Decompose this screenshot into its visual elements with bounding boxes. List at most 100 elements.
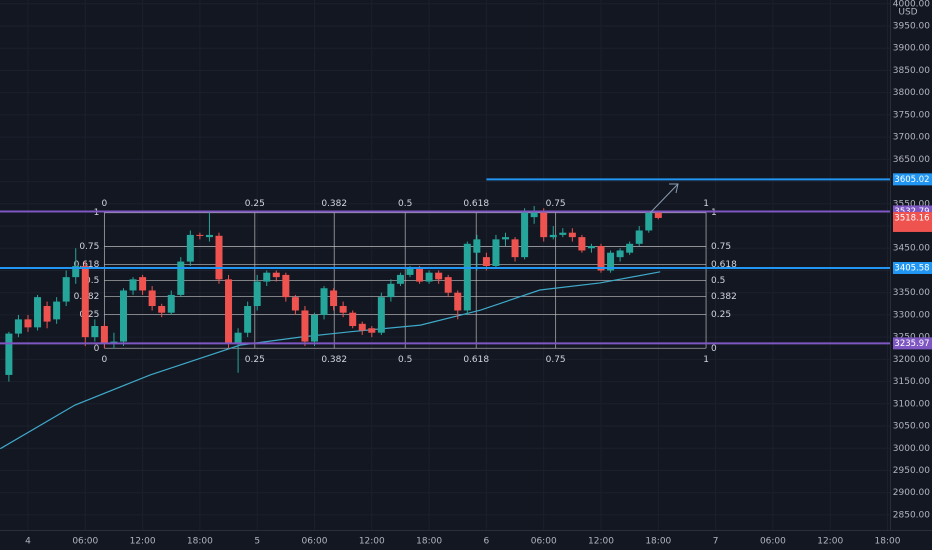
candle-body [158,306,166,313]
candle-body [358,323,366,331]
y-tick-label: 3350.00 [893,288,930,298]
y-tick-label: 3450.00 [893,244,930,254]
candle-body [81,266,89,338]
x-tick-label: 06:00 [302,537,328,547]
candle-body [62,277,70,302]
candle-body [435,272,443,280]
candle-body [616,250,624,258]
candle-body [291,297,299,311]
candle-body [654,212,662,218]
candle-body [626,243,634,253]
x-tick-label: 18:00 [875,537,901,547]
fib-level-label: 0 [94,344,100,354]
y-tick-label: 3000.00 [893,444,930,454]
fib-time-label: 0.25 [245,355,265,365]
fib-time-label: 0.618 [463,355,489,365]
candle-body [186,234,194,262]
candle-body [377,297,385,333]
candle-body [339,306,347,313]
arrow-head [669,183,679,194]
price-label-bg [893,261,932,274]
y-tick-label: 3300.00 [893,310,930,320]
x-tick-label: 12:00 [817,537,843,547]
candle-body [53,301,61,320]
moving-average [0,271,661,450]
fib-level-label: 0.5 [711,276,725,286]
fib-time-label: 0.5 [398,199,412,209]
candle-body [387,283,395,298]
fib-time-label: 0 [102,355,108,365]
candle-body [492,239,500,267]
candle-body [196,234,204,236]
y-tick-label: 3800.00 [893,88,930,98]
candle-body [100,326,108,343]
candle-body [482,257,490,267]
candle-body [406,268,414,275]
fib-level-label: 0 [711,344,717,354]
candle-body [425,272,433,282]
y-tick-label: 4000.00 [893,0,930,9]
candle-body [502,237,510,240]
candle-body [607,252,615,271]
axes: 2850.00 2900.00 2950.00 3000.00 3050.00 3100.… [25,0,932,547]
x-tick-label: 7 [713,537,719,547]
candle-body [139,277,147,291]
candle-body [330,290,338,307]
x-tick-label: 06:00 [72,537,98,547]
current-price-bg [893,211,932,232]
candle-body [14,319,22,334]
x-tick-label: 06:00 [760,537,786,547]
fib-time-label: 0.382 [321,199,347,209]
fib-time-label: 1 [703,199,709,209]
fib-time-label: 0.5 [398,355,412,365]
candle-body [597,246,605,271]
candle-body [559,232,567,235]
candle-body [72,266,80,278]
y-tick-label: 3100.00 [893,399,930,409]
y-tick-label: 3850.00 [893,66,930,76]
fib-time-label: 0.618 [463,199,489,209]
price-label: 3605.02 [894,175,929,185]
y-tick-label: 3550.00 [893,199,930,209]
price-label: 3235.97 [894,339,929,349]
candle-body [540,212,548,238]
plot: 00000.250.250.250.250.3820.3820.3820.382… [0,178,890,450]
x-tick-label: 18:00 [416,537,442,547]
candle-body [225,279,233,344]
fib-level-label: 0.382 [711,292,737,302]
candle-body [234,332,242,344]
candle-body [511,239,519,258]
candle-body [177,261,185,295]
x-tick-label: 12:00 [588,537,614,547]
fib-level-label: 0.5 [85,276,99,286]
price-label-bg [893,337,932,350]
candle-body [320,288,328,315]
y-tick-label: 3900.00 [893,44,930,54]
candle-body [416,268,424,282]
x-tick-label: 06:00 [531,537,557,547]
x-tick-label: 12:00 [130,537,156,547]
candle-body [587,246,595,249]
candle-body [396,274,404,284]
y-tick-label: 3700.00 [893,133,930,143]
x-tick-label: 4 [25,537,31,547]
candle-body [454,292,462,311]
candle-body [444,277,452,293]
y-tick-label: 3050.00 [893,422,930,432]
fib-time-label: 1 [703,355,709,365]
candle-body [463,243,471,311]
candle-body [272,272,280,278]
currency-label: USD [898,8,917,18]
x-tick-label: 18:00 [645,537,671,547]
fib-time-label: 0.25 [245,199,265,209]
candle-body [473,239,481,253]
candle-body [148,290,156,307]
candle-body [530,212,538,218]
candle-body [129,279,137,291]
fib-time-label: 0.75 [546,199,566,209]
fib-level-label: 0.618 [711,260,737,270]
fib-level-label: 1 [711,208,717,218]
price-label: 3532.79 [894,207,929,217]
y-tick-label: 2950.00 [893,466,930,476]
